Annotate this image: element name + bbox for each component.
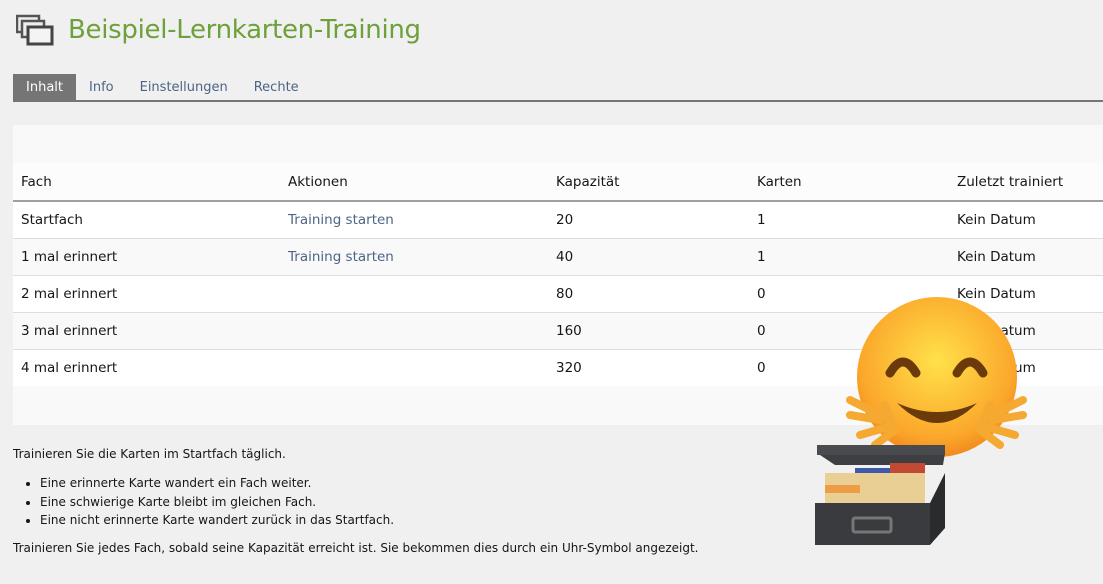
column-header-aktionen: Aktionen [280, 163, 548, 202]
cell-kapazitaet: 160 [548, 312, 749, 350]
table-row: 3 mal erinnert1600Kein Datum [13, 312, 1103, 350]
instructions-outro: Trainieren Sie jedes Fach, sobald seine … [13, 541, 699, 555]
hugging-face-emoji [846, 297, 1027, 457]
page-title: Beispiel-Lernkarten-Training [68, 15, 421, 45]
content-panel: Fach Aktionen Kapazität Karten Zuletzt t… [13, 125, 1103, 425]
cell-aktion [280, 275, 548, 313]
column-header-fach: Fach [13, 163, 280, 202]
cell-fach: 2 mal erinnert [13, 275, 280, 313]
cell-zuletzt: Kein Datum [949, 201, 1103, 239]
column-header-kapazitaet: Kapazität [548, 163, 749, 202]
column-header-zuletzt[interactable]: Zuletzt trainiert [949, 163, 1103, 202]
list-item: Eine erinnerte Karte wandert ein Fach we… [40, 474, 394, 493]
cell-karten: 1 [749, 201, 949, 239]
tab-rechte[interactable]: Rechte [253, 80, 299, 95]
cell-karten: 1 [749, 238, 949, 276]
instructions-intro: Trainieren Sie die Karten im Startfach t… [13, 447, 286, 461]
cell-aktion: Training starten [280, 238, 548, 276]
instructions-list: Eine erinnerte Karte wandert ein Fach we… [40, 474, 394, 530]
tab-einstellungen[interactable]: Einstellungen [139, 80, 228, 95]
table-row: Startfach Training starten 20 1 Kein Datum [13, 201, 1103, 239]
boxes-table: Fach Aktionen Kapazität Karten Zuletzt t… [13, 163, 1103, 386]
table-row: 1 mal erinnert Training starten 40 1 Kein Da… [13, 238, 1103, 276]
table-header-row: Fach Aktionen Kapazität Karten Zuletzt t… [13, 163, 1103, 202]
training-starten-link[interactable]: Training starten [288, 248, 394, 265]
cell-fach: 4 mal erinnert [13, 349, 280, 386]
list-item: Eine schwierige Karte bleibt im gleichen… [40, 493, 394, 512]
column-header-karten: Karten [749, 163, 949, 202]
cell-kapazitaet: 320 [548, 349, 749, 386]
cell-aktion [280, 312, 548, 350]
training-starten-link[interactable]: Training starten [288, 211, 394, 228]
tab-bar: Inhalt Info Einstellungen Rechte [13, 74, 1103, 102]
card-file-box-emoji [815, 445, 945, 545]
cell-kapazitaet: 20 [548, 201, 749, 239]
cell-zuletzt: Kein Datum [949, 238, 1103, 276]
table-row: 2 mal erinnert 80 0 Kein Datum [13, 275, 1103, 313]
cell-kapazitaet: 80 [548, 275, 749, 313]
cell-fach: 1 mal erinnert [13, 238, 280, 276]
list-item: Eine nicht erinnerte Karte wandert zurüc… [40, 511, 394, 530]
tab-info[interactable]: Info [89, 80, 114, 95]
cell-fach: Startfach [13, 201, 280, 239]
cards-stack-icon [16, 14, 54, 46]
cell-kapazitaet: 40 [548, 238, 749, 276]
cell-aktion: Training starten [280, 201, 548, 239]
cell-fach: 3 mal erinnert [13, 312, 280, 350]
cell-aktion [280, 349, 548, 386]
page-header: Beispiel-Lernkarten-Training [16, 14, 421, 46]
cell-zuletzt: Kein Datum [949, 275, 1103, 313]
tab-inhalt[interactable]: Inhalt [13, 74, 76, 100]
